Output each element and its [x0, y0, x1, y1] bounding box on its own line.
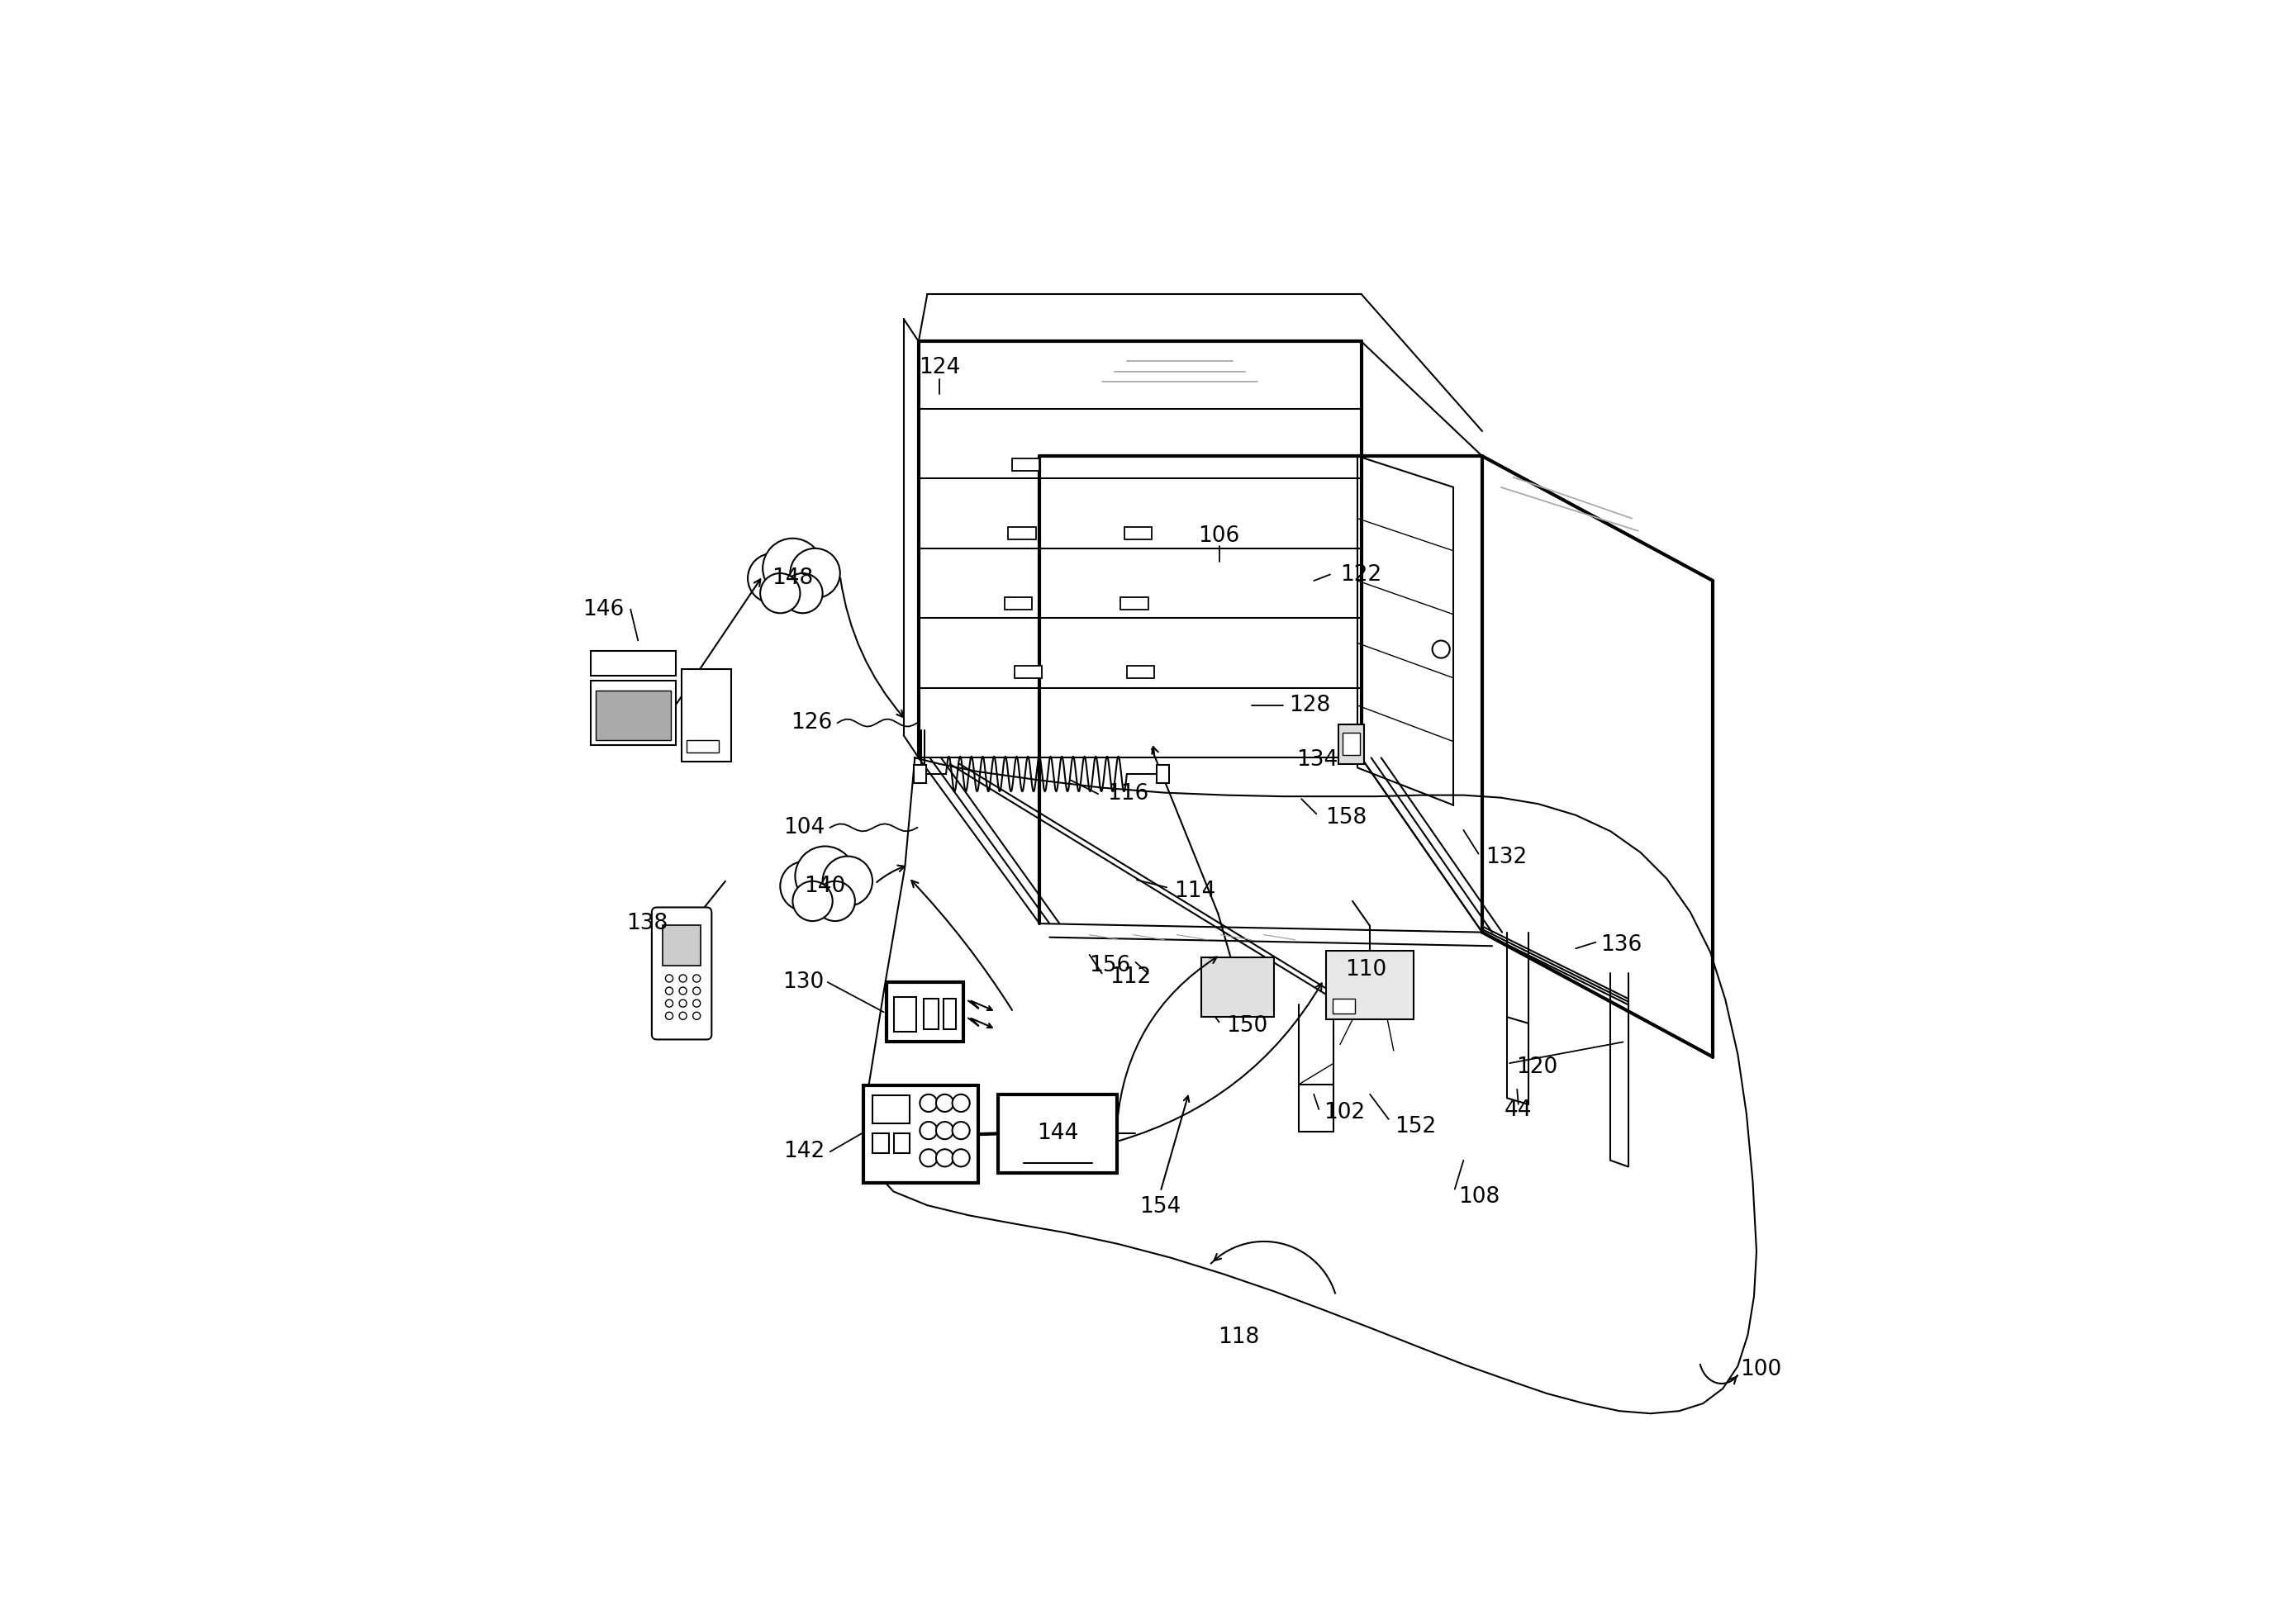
Bar	[1125, 528, 1153, 539]
Text: 128: 128	[1288, 695, 1329, 716]
Bar	[682, 669, 732, 761]
Text: 100: 100	[1740, 1358, 1782, 1381]
Circle shape	[937, 1094, 953, 1112]
Circle shape	[693, 988, 700, 994]
FancyBboxPatch shape	[652, 907, 712, 1039]
Text: 118: 118	[1219, 1326, 1261, 1349]
Bar	[1015, 665, 1042, 678]
Bar	[914, 766, 925, 782]
Text: 104: 104	[783, 818, 824, 839]
Text: 134: 134	[1295, 750, 1339, 771]
Circle shape	[680, 975, 687, 983]
Circle shape	[748, 554, 797, 604]
Text: 130: 130	[783, 971, 824, 992]
Text: 114: 114	[1173, 881, 1215, 902]
Bar	[1006, 597, 1033, 609]
Bar	[1332, 999, 1355, 1013]
Text: 44: 44	[1504, 1099, 1531, 1122]
Text: 144: 144	[1038, 1124, 1079, 1145]
Circle shape	[815, 881, 854, 921]
Circle shape	[937, 1149, 953, 1167]
Bar	[1157, 766, 1169, 782]
Text: 136: 136	[1600, 934, 1642, 955]
Circle shape	[953, 1122, 969, 1140]
Text: 112: 112	[1109, 967, 1150, 988]
Bar	[872, 1133, 889, 1153]
Circle shape	[953, 1149, 969, 1167]
Circle shape	[762, 539, 822, 597]
Bar	[1120, 597, 1148, 609]
Circle shape	[937, 1122, 953, 1140]
Text: 122: 122	[1341, 563, 1382, 584]
Bar	[893, 1133, 909, 1153]
Circle shape	[680, 988, 687, 994]
Circle shape	[666, 975, 673, 983]
Text: 152: 152	[1396, 1115, 1437, 1138]
Text: 132: 132	[1486, 847, 1527, 868]
Bar	[863, 1086, 978, 1183]
Bar	[595, 690, 670, 740]
Circle shape	[760, 573, 799, 614]
Bar	[1327, 950, 1414, 1020]
Bar	[999, 1094, 1116, 1172]
Bar	[872, 1096, 909, 1124]
Bar	[893, 997, 916, 1031]
Circle shape	[790, 549, 840, 597]
Circle shape	[666, 988, 673, 994]
Text: 138: 138	[627, 913, 668, 934]
Bar	[1343, 733, 1359, 754]
Bar	[590, 651, 675, 675]
Circle shape	[693, 999, 700, 1007]
Circle shape	[792, 881, 833, 921]
Circle shape	[1433, 641, 1449, 657]
Text: 140: 140	[804, 876, 845, 897]
Circle shape	[822, 856, 872, 907]
Bar	[886, 983, 964, 1043]
Bar	[1127, 665, 1155, 678]
Text: 116: 116	[1107, 784, 1148, 805]
Circle shape	[680, 999, 687, 1007]
Text: 142: 142	[783, 1141, 824, 1162]
Text: 124: 124	[918, 356, 960, 379]
Circle shape	[781, 861, 831, 911]
Text: 148: 148	[771, 568, 813, 589]
Text: 102: 102	[1325, 1103, 1366, 1124]
Bar	[664, 924, 700, 967]
Circle shape	[693, 975, 700, 983]
Circle shape	[794, 847, 854, 907]
Text: 106: 106	[1199, 525, 1240, 547]
Bar	[1008, 528, 1035, 539]
Circle shape	[953, 1094, 969, 1112]
Text: 150: 150	[1226, 1015, 1267, 1036]
Text: 156: 156	[1088, 955, 1130, 976]
Circle shape	[921, 1094, 937, 1112]
Circle shape	[693, 1012, 700, 1020]
Bar	[687, 740, 719, 753]
Bar	[923, 999, 939, 1030]
Circle shape	[921, 1122, 937, 1140]
Circle shape	[783, 573, 822, 614]
Circle shape	[666, 999, 673, 1007]
Text: 158: 158	[1325, 806, 1366, 829]
Text: 154: 154	[1139, 1196, 1180, 1217]
Text: 146: 146	[583, 599, 625, 620]
Bar	[944, 999, 955, 1030]
Circle shape	[921, 1149, 937, 1167]
Bar	[590, 680, 675, 745]
Text: 110: 110	[1345, 958, 1387, 981]
Bar	[1013, 458, 1040, 471]
Circle shape	[680, 1012, 687, 1020]
Bar	[1339, 724, 1364, 764]
Text: 120: 120	[1515, 1056, 1557, 1078]
Bar	[1201, 957, 1274, 1017]
Text: 126: 126	[792, 712, 833, 733]
Circle shape	[666, 1012, 673, 1020]
Text: 108: 108	[1458, 1185, 1499, 1208]
